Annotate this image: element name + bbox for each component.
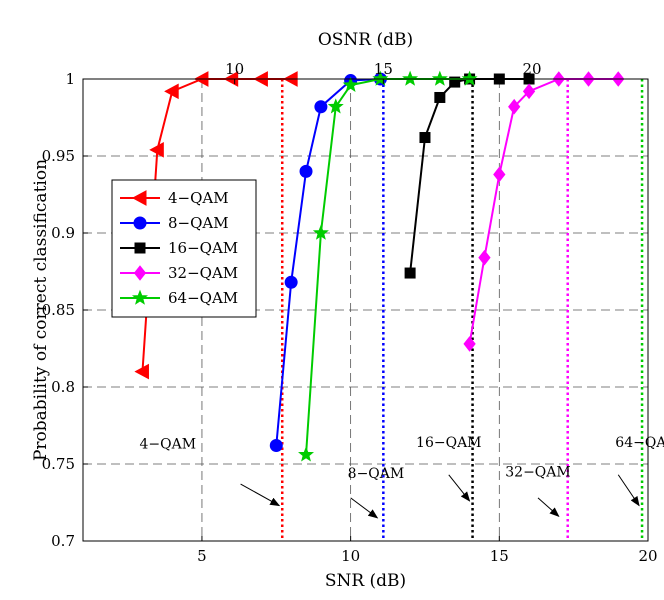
threshold-label: 16−QAM <box>416 435 481 451</box>
top-tick-label: 10 <box>225 60 244 78</box>
y-tick-label: 0.85 <box>42 301 75 319</box>
threshold-label: 64−QAM <box>615 435 664 451</box>
data-point <box>164 83 179 100</box>
threshold-label: 4−QAM <box>140 437 197 453</box>
data-point <box>133 216 147 230</box>
data-point <box>342 76 359 92</box>
data-point <box>314 100 328 114</box>
series-line <box>468 78 619 345</box>
data-point <box>149 142 164 158</box>
data-point <box>312 224 329 240</box>
x-tick-label: 5 <box>197 547 207 565</box>
data-point <box>134 242 146 254</box>
legend: 4−QAM 8−QAM 16−QAM 32−QAM 64−QAM <box>111 179 257 318</box>
threshold-arrow <box>617 474 640 507</box>
series-8qam <box>269 72 387 453</box>
data-point <box>134 363 149 380</box>
data-point <box>508 98 521 115</box>
data-point <box>299 164 313 178</box>
series-line <box>275 78 381 446</box>
data-point <box>284 275 298 289</box>
data-point <box>404 267 416 279</box>
legend-label: 16−QAM <box>168 239 238 257</box>
y-tick-label: 0.75 <box>42 455 75 473</box>
series-line <box>305 78 470 455</box>
x-tick-label: 10 <box>341 547 360 565</box>
data-point <box>434 91 446 103</box>
legend-entry: 64−QAM <box>120 289 238 307</box>
x-axis-title: SNR (dB) <box>325 571 406 591</box>
series-32qam <box>463 71 625 352</box>
legend-entry: 4−QAM <box>120 189 229 207</box>
y-tick-label: 0.9 <box>51 224 75 242</box>
axis-ticks: 5 10 15 20 0.7 0.75 0.8 0.85 0.9 0.95 1 10 15 20 <box>42 60 658 565</box>
threshold-arrow <box>240 483 281 507</box>
y-tick-label: 0.7 <box>51 532 75 550</box>
data-point <box>132 289 148 305</box>
data-point <box>461 70 478 86</box>
data-point <box>402 70 419 86</box>
y-tick-label: 0.95 <box>42 147 75 165</box>
top-axis-title: OSNR (dB) <box>318 30 413 50</box>
legend-entry: 8−QAM <box>120 214 229 232</box>
data-point <box>431 70 448 86</box>
top-tick-label: 15 <box>374 60 393 78</box>
data-point <box>372 70 389 86</box>
y-axis-title: Probability of correct classification <box>31 159 51 461</box>
legend-entry: 16−QAM <box>120 239 238 257</box>
data-point <box>327 98 344 114</box>
threshold-arrow <box>537 497 560 518</box>
data-point <box>269 439 283 453</box>
series-64qam <box>298 70 478 462</box>
legend-label: 32−QAM <box>168 264 238 282</box>
threshold-arrow <box>350 497 379 519</box>
data-point <box>419 132 431 144</box>
threshold-arrow <box>448 474 471 502</box>
data-point <box>493 166 506 183</box>
data-point <box>522 83 536 100</box>
legend-label: 8−QAM <box>168 214 229 232</box>
legend-label: 4−QAM <box>168 189 229 207</box>
threshold-label: 32−QAM <box>505 464 570 480</box>
threshold-label: 8−QAM <box>348 466 405 482</box>
data-point <box>449 76 461 88</box>
threshold-lines <box>280 79 644 541</box>
top-tick-label: 20 <box>522 60 541 78</box>
data-point <box>133 265 147 281</box>
grid <box>83 79 648 541</box>
data-point <box>463 336 476 352</box>
x-tick-label: 20 <box>638 547 657 565</box>
legend-entry: 32−QAM <box>120 264 238 282</box>
data-point <box>298 446 315 462</box>
x-tick-label: 15 <box>490 547 509 565</box>
y-tick-label: 1 <box>65 70 75 88</box>
legend-label: 64−QAM <box>168 289 238 307</box>
data-point <box>478 249 491 266</box>
y-tick-label: 0.8 <box>51 378 75 396</box>
data-point <box>131 190 147 206</box>
annotations: 4−QAM 8−QAM 16−QAM 32−QAM 64−QAM <box>140 435 664 519</box>
